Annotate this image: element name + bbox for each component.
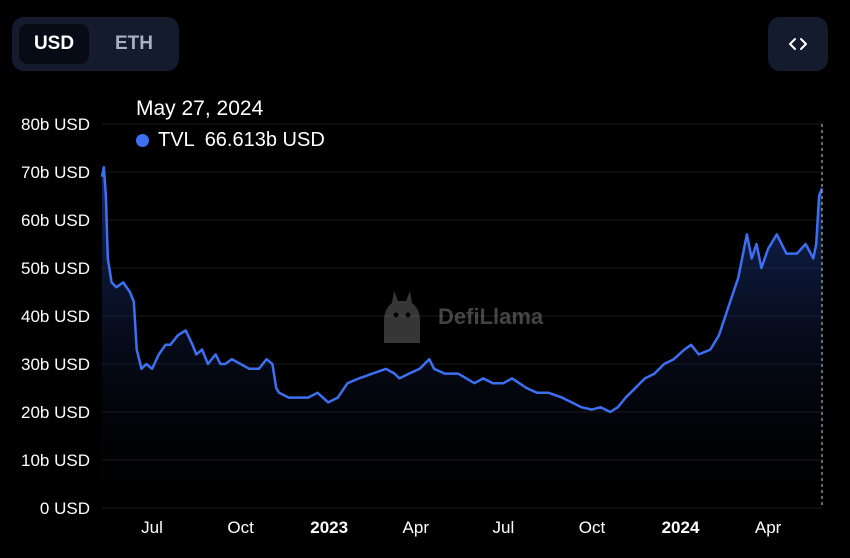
tooltip-series-row: TVL 66.613b USD (136, 129, 325, 152)
x-tick-label: Oct (227, 518, 254, 537)
defillama-watermark: DefiLlama (376, 287, 543, 347)
x-tick-label: Apr (755, 518, 782, 537)
currency-toggle: USD ETH (12, 17, 179, 71)
y-tick-label: 60b USD (21, 211, 90, 230)
tooltip-series-name: TVL (158, 129, 195, 151)
tvl-series-line (100, 165, 824, 414)
y-tick-label: 40b USD (21, 307, 90, 326)
eth-toggle-button[interactable]: ETH (115, 33, 153, 54)
x-tick-label: Jul (141, 518, 163, 537)
tooltip-date: May 27, 2024 (136, 97, 264, 120)
y-tick-label: 10b USD (21, 451, 90, 470)
tooltip-series-value: 66.613b USD (204, 129, 325, 151)
usd-toggle-button[interactable]: USD (19, 24, 89, 64)
y-tick-label: 70b USD (21, 163, 90, 182)
embed-button[interactable] (768, 17, 828, 71)
series-color-dot (136, 134, 149, 147)
y-tick-label: 30b USD (21, 355, 90, 374)
tvl-area-fill (102, 167, 822, 508)
code-brackets-icon (789, 38, 807, 50)
y-tick-label: 20b USD (21, 403, 90, 422)
y-tick-label: 50b USD (21, 259, 90, 278)
y-tick-label: 0 USD (40, 499, 90, 518)
x-tick-label: Apr (403, 518, 430, 537)
x-tick-label: Jul (493, 518, 515, 537)
y-tick-label: 80b USD (21, 115, 90, 134)
x-tick-label: 2024 (662, 518, 700, 537)
watermark-text: DefiLlama (438, 304, 544, 329)
x-tick-label: 2023 (310, 518, 348, 537)
x-tick-label: Oct (579, 518, 606, 537)
llama-logo-icon (384, 291, 420, 343)
chart-tooltip: May 27, 2024 TVL 66.613b USD (136, 97, 325, 152)
